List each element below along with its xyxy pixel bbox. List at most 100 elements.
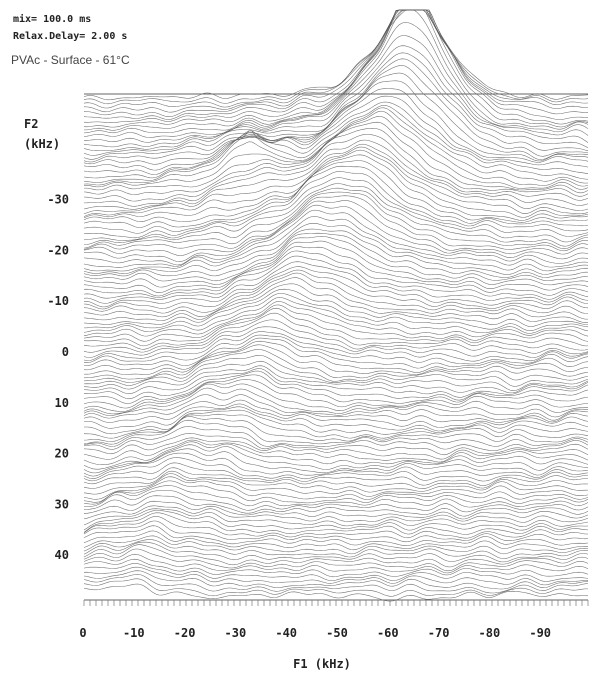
surface-trace <box>83 9 589 125</box>
surface-trace <box>83 250 589 297</box>
surface-trace <box>83 72 589 160</box>
surface-trace <box>83 261 589 304</box>
plot-frame <box>83 93 589 606</box>
x-tick-label: -70 <box>428 626 450 640</box>
mix-time-label: mix= 100.0 ms <box>13 14 92 25</box>
surface-trace <box>84 45 589 143</box>
sample-subtitle: PVAc - Surface - 61°C <box>11 53 130 67</box>
surface-trace <box>83 566 589 586</box>
surface-trace <box>83 223 589 272</box>
surface-trace <box>84 121 589 194</box>
surface-trace <box>83 541 589 563</box>
surface-trace <box>83 143 589 211</box>
surface-trace <box>83 416 589 443</box>
y-axis-title-line1: F2 <box>24 117 38 131</box>
surface-trace <box>83 326 589 358</box>
surface-trace <box>83 232 588 278</box>
surface-trace <box>83 101 589 175</box>
surface-trace <box>83 52 589 149</box>
surface-trace <box>83 368 589 398</box>
surface-trace <box>83 312 589 351</box>
surface-trace <box>83 195 589 252</box>
surface-trace <box>83 544 589 568</box>
surface-trace <box>83 107 589 184</box>
y-tick-label: 30 <box>55 497 69 511</box>
y-tick-label: 10 <box>55 396 69 410</box>
surface-trace <box>83 374 589 404</box>
surface-trace <box>83 35 589 138</box>
x-tick-label: -90 <box>529 626 551 640</box>
surface-trace <box>83 441 589 465</box>
surface-trace <box>83 344 589 377</box>
surface-trace <box>83 473 589 497</box>
surface-trace <box>83 457 589 482</box>
surface-trace <box>83 191 589 250</box>
y-tick-label: -20 <box>47 243 69 257</box>
x-tick-label: -50 <box>326 626 348 640</box>
surface-trace <box>83 149 589 218</box>
surface-trace <box>83 105 589 180</box>
surface-trace <box>83 301 589 338</box>
surface-trace <box>83 116 589 190</box>
x-tick-label: -10 <box>123 626 145 640</box>
surface-trace <box>83 403 589 428</box>
surface-trace <box>83 490 589 513</box>
surface-trace <box>83 187 589 247</box>
surface-trace <box>83 406 589 432</box>
surface-trace <box>83 476 589 500</box>
surface-trace <box>83 334 589 365</box>
surface-trace <box>83 570 589 590</box>
surface-trace <box>83 439 589 463</box>
surface-trace <box>83 228 589 275</box>
surface-trace <box>83 240 589 288</box>
surface-trace <box>83 58 589 152</box>
surface-trace <box>83 183 589 243</box>
surface-trace <box>83 574 589 594</box>
x-tick-label: -60 <box>377 626 399 640</box>
surface-trace <box>83 452 589 478</box>
surface-trace <box>83 467 589 489</box>
relax-delay-label: Relax.Delay= 2.00 s <box>13 31 128 42</box>
x-tick-label: -20 <box>174 626 196 640</box>
surface-trace <box>83 297 589 334</box>
y-axis-title-line2: (kHz) <box>24 137 60 151</box>
surface-trace <box>83 399 589 423</box>
surface-trace <box>83 9 589 109</box>
surface-trace <box>83 288 589 327</box>
surface-trace <box>83 307 588 347</box>
surface-trace <box>83 470 589 493</box>
x-tick-label: -30 <box>225 626 247 640</box>
y-tick-label: 20 <box>55 447 69 461</box>
y-tick-label: 0 <box>62 345 69 359</box>
x-axis: 0 -10 -20 -30 -40 -50 -60 -70 -80 -90 <box>79 626 551 640</box>
surface-trace <box>83 22 589 134</box>
surface-trace <box>83 553 589 574</box>
surface-trace <box>83 134 589 202</box>
surface-trace <box>83 578 588 597</box>
surface-trace <box>83 355 589 387</box>
surface-trace <box>83 510 589 531</box>
surface-trace <box>83 128 589 197</box>
y-axis: -30 -20 -10 0 10 20 30 40 <box>47 193 69 563</box>
surface-trace <box>83 9 589 117</box>
surface-trace <box>83 480 589 504</box>
surface-trace <box>83 9 589 128</box>
surface-trace <box>83 437 589 460</box>
surface-trace <box>83 485 589 508</box>
surface-trace <box>84 370 589 401</box>
surface-trace <box>83 177 589 239</box>
surface-trace <box>83 360 589 391</box>
surface-trace <box>83 216 589 268</box>
y-tick-label: -10 <box>47 294 69 308</box>
surface-trace <box>83 394 589 421</box>
surface-trace <box>83 272 589 314</box>
surface-trace <box>83 535 589 555</box>
surface-trace <box>84 9 589 131</box>
surface-trace <box>83 9 588 113</box>
surface-trace <box>83 154 589 221</box>
surface-trace <box>83 444 589 471</box>
x-tick-label: -40 <box>275 626 297 640</box>
surface-trace <box>83 516 588 539</box>
surface-trace <box>83 530 588 551</box>
surface-trace <box>83 520 589 543</box>
